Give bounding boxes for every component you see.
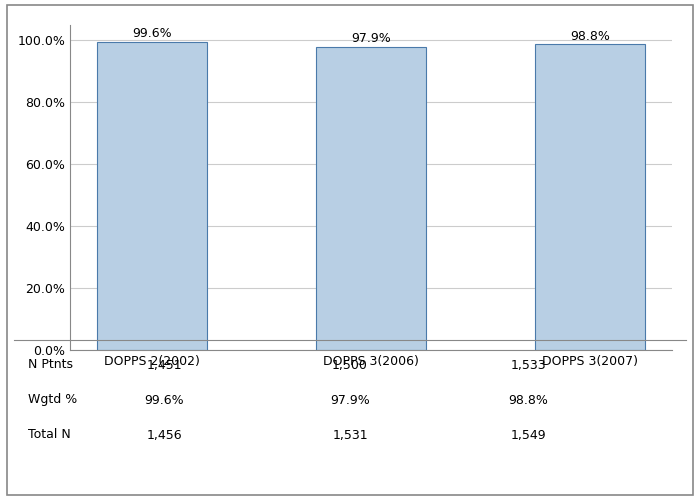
- Text: 97.9%: 97.9%: [330, 394, 370, 406]
- Text: 1,531: 1,531: [332, 428, 368, 442]
- Bar: [316, 47, 426, 350]
- Text: 98.8%: 98.8%: [509, 394, 548, 406]
- Text: 1,533: 1,533: [511, 358, 546, 372]
- Text: 1,451: 1,451: [147, 358, 182, 372]
- Bar: [97, 42, 206, 350]
- Text: 99.6%: 99.6%: [145, 394, 184, 406]
- Text: Total N: Total N: [28, 428, 71, 442]
- Text: N Ptnts: N Ptnts: [28, 358, 73, 372]
- Text: 1,456: 1,456: [147, 428, 182, 442]
- Text: Wgtd %: Wgtd %: [28, 394, 77, 406]
- Text: 98.8%: 98.8%: [570, 30, 610, 43]
- Bar: [536, 44, 645, 350]
- Text: 97.9%: 97.9%: [351, 32, 391, 46]
- Text: 99.6%: 99.6%: [132, 27, 172, 40]
- Text: 1,500: 1,500: [332, 358, 368, 372]
- Text: 1,549: 1,549: [511, 428, 546, 442]
